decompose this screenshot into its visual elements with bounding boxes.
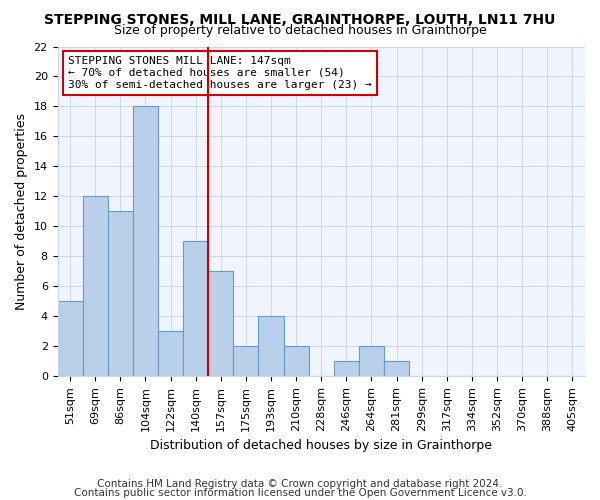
Text: STEPPING STONES MILL LANE: 147sqm
← 70% of detached houses are smaller (54)
30% : STEPPING STONES MILL LANE: 147sqm ← 70% … (68, 56, 372, 90)
Y-axis label: Number of detached properties: Number of detached properties (15, 113, 28, 310)
Text: STEPPING STONES, MILL LANE, GRAINTHORPE, LOUTH, LN11 7HU: STEPPING STONES, MILL LANE, GRAINTHORPE,… (44, 12, 556, 26)
Bar (83, 196, 108, 376)
Bar (334, 362, 359, 376)
X-axis label: Distribution of detached houses by size in Grainthorpe: Distribution of detached houses by size … (150, 440, 492, 452)
Bar (359, 346, 384, 376)
Bar (384, 362, 409, 376)
Bar (183, 242, 208, 376)
Text: Contains public sector information licensed under the Open Government Licence v3: Contains public sector information licen… (74, 488, 526, 498)
Bar (58, 302, 83, 376)
Bar (233, 346, 259, 376)
Bar (108, 212, 133, 376)
Bar (284, 346, 309, 376)
Text: Size of property relative to detached houses in Grainthorpe: Size of property relative to detached ho… (113, 24, 487, 37)
Bar (158, 332, 183, 376)
Text: Contains HM Land Registry data © Crown copyright and database right 2024.: Contains HM Land Registry data © Crown c… (97, 479, 503, 489)
Bar (259, 316, 284, 376)
Bar (133, 106, 158, 376)
Bar (208, 272, 233, 376)
